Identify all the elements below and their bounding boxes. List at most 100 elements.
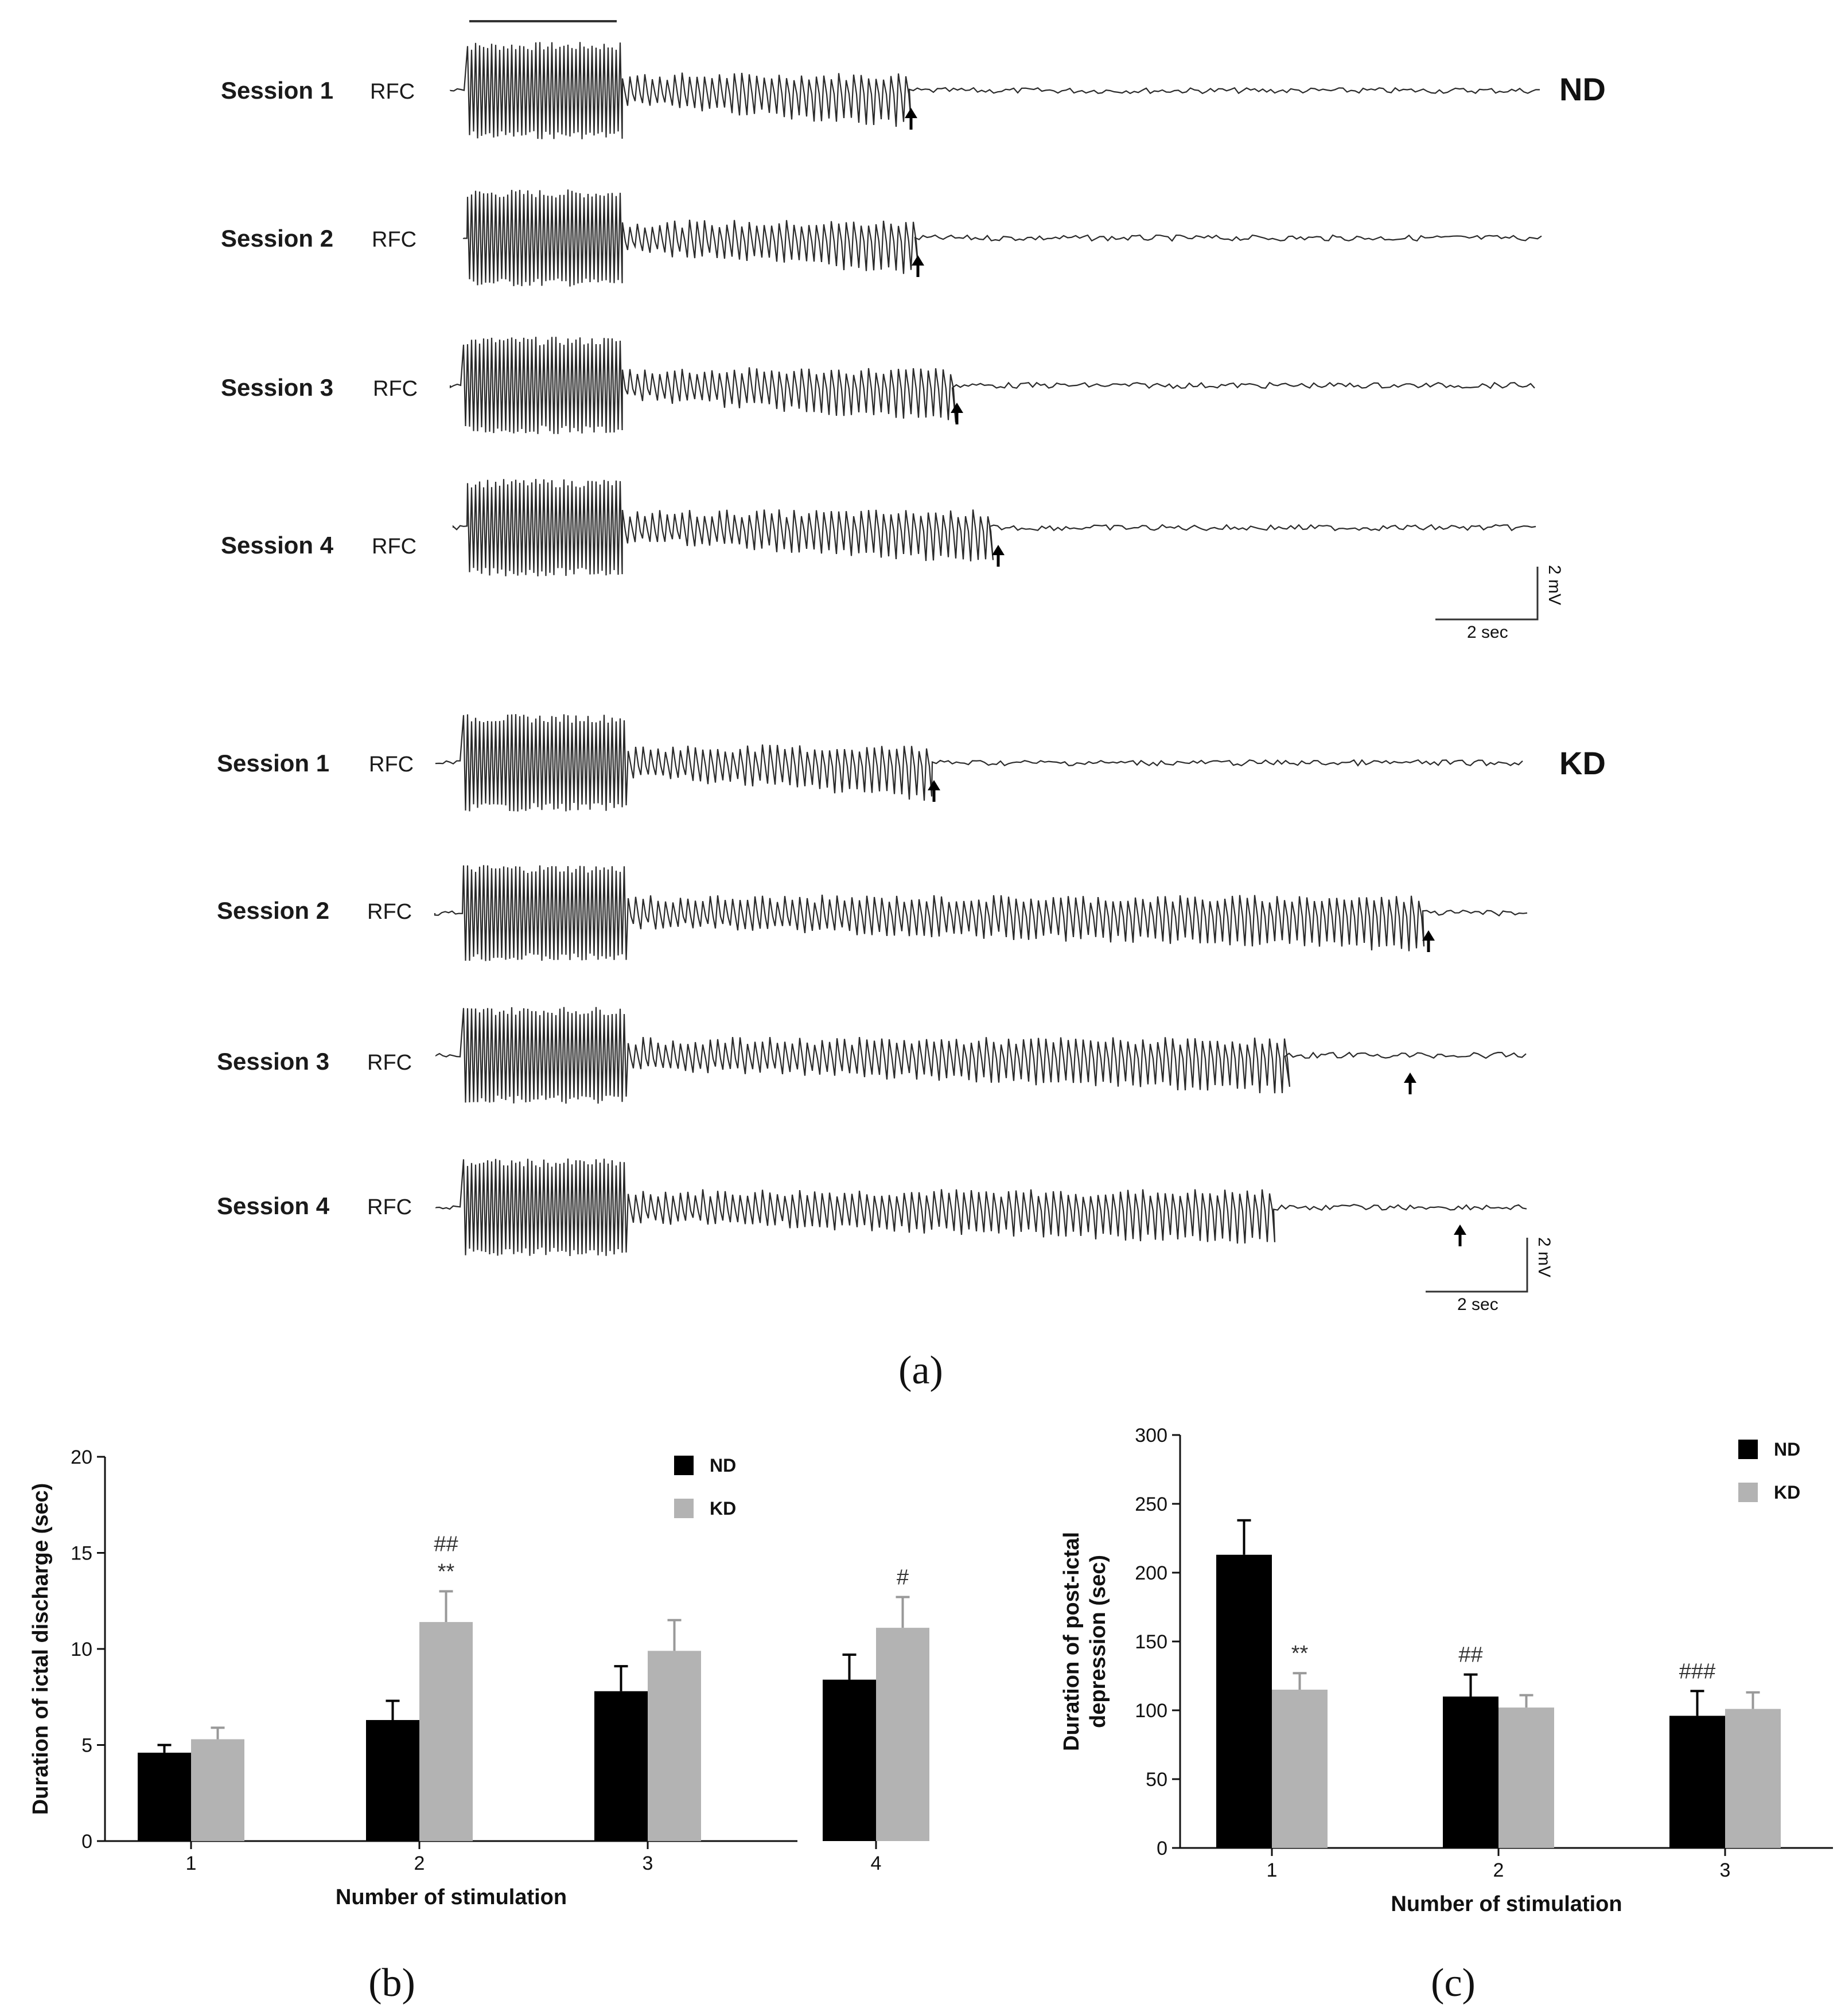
eeg-trace: [435, 714, 1523, 812]
nd-scale-voltage: 2 mV: [1545, 565, 1564, 605]
trace-layer: [434, 42, 1542, 1256]
bar-nd: [138, 1752, 191, 1841]
eeg-trace: [435, 1007, 1527, 1104]
bar-kd: [648, 1651, 701, 1841]
bar-kd: [191, 1739, 244, 1841]
nd-session-3-label: Session 3: [221, 374, 333, 401]
panel-label: (c): [1431, 1961, 1476, 2005]
discharge-end-arrow: [912, 255, 924, 277]
bar-kd: [1272, 1690, 1328, 1848]
nd-scale-time: 2 sec: [1467, 623, 1508, 642]
discharge-end-arrow: [1454, 1225, 1466, 1246]
kd-session-1-label: Session 1: [217, 750, 329, 777]
bar-nd: [1669, 1715, 1725, 1848]
discharge-end-arrow: [951, 403, 963, 424]
kd-session-2-label: Session 2: [217, 897, 329, 924]
eeg-trace: [449, 337, 1535, 434]
kd-session-4-channel: RFC: [367, 1195, 412, 1219]
bar-kd: [1725, 1709, 1781, 1848]
legend-label-nd: ND: [1774, 1439, 1800, 1460]
y-tick-label: 300: [1135, 1425, 1167, 1446]
x-tick-label: 1: [186, 1853, 197, 1874]
kd-group-label: KD: [1559, 745, 1606, 781]
kd-session-4-label: Session 4: [217, 1192, 330, 1219]
nd-session-2-channel: RFC: [372, 228, 417, 252]
bar-kd: [876, 1628, 929, 1841]
bar-kd: [419, 1622, 473, 1841]
kd-session-3-channel: RFC: [367, 1051, 412, 1075]
kd-session-1-channel: RFC: [369, 752, 414, 777]
legend-swatch-nd: [674, 1456, 694, 1475]
y-tick-label: 200: [1135, 1562, 1167, 1584]
x-tick-label: 3: [643, 1853, 653, 1874]
significance-annotation: #: [897, 1566, 909, 1590]
y-axis-title: Duration of post-ictal: [1060, 1532, 1084, 1751]
legend-label-kd: KD: [710, 1498, 736, 1519]
significance-annotation: ##: [1458, 1643, 1482, 1667]
significance-annotation: **: [438, 1560, 455, 1584]
eeg-trace: [435, 1159, 1527, 1256]
y-axis-title: Duration of ictal discharge (sec): [29, 1483, 53, 1815]
y-tick-label: 0: [1157, 1838, 1167, 1859]
y-tick-label: 0: [81, 1831, 92, 1853]
panel-label: (b): [368, 1961, 415, 2005]
x-tick-label: 1: [1267, 1859, 1278, 1881]
eeg-trace: [449, 42, 1540, 139]
discharge-end-arrow: [928, 780, 940, 802]
kd-scale-bar: [1426, 1238, 1528, 1293]
y-tick-label: 10: [71, 1639, 92, 1660]
nd-session-1-label: Session 1: [221, 77, 333, 104]
x-tick-label: 2: [1493, 1859, 1504, 1881]
discharge-end-arrow: [905, 108, 917, 130]
nd-session-2-label: Session 2: [221, 225, 333, 252]
kd-session-2-channel: RFC: [367, 900, 412, 924]
panel-a-label: (a): [898, 1348, 943, 1393]
legend-swatch-kd: [1738, 1483, 1758, 1502]
nd-scale-bar: [1435, 567, 1539, 621]
legend-swatch-nd: [1738, 1440, 1758, 1459]
legend-label-nd: ND: [710, 1455, 736, 1476]
bar-nd: [594, 1691, 648, 1841]
kd-session-3-label: Session 3: [217, 1048, 329, 1075]
eeg-trace: [452, 479, 1536, 576]
y-tick-label: 100: [1135, 1700, 1167, 1722]
y-tick-label: 50: [1146, 1769, 1167, 1791]
eeg-trace: [462, 189, 1542, 287]
x-tick-label: 4: [871, 1853, 882, 1874]
eeg-trace: [434, 865, 1528, 961]
bar-nd: [366, 1719, 419, 1841]
y-tick-label: 20: [71, 1446, 92, 1468]
bar-kd: [1498, 1707, 1554, 1848]
kd-scale-voltage: 2 mV: [1535, 1237, 1554, 1277]
kd-scale-time: 2 sec: [1457, 1295, 1498, 1314]
nd-session-4-channel: RFC: [372, 535, 417, 559]
x-axis-title: Number of stimulation: [1391, 1892, 1622, 1916]
y-tick-label: 250: [1135, 1494, 1167, 1515]
y-axis-title: depression (sec): [1086, 1555, 1110, 1728]
bar-nd: [1216, 1554, 1272, 1848]
legend-swatch-kd: [674, 1499, 694, 1518]
discharge-end-arrow: [992, 545, 1005, 567]
nd-group-label: ND: [1559, 71, 1606, 107]
y-tick-label: 5: [81, 1735, 92, 1757]
panel-a-eeg-traces: Session 1 RFC Session 2 RFC Session 3 RF…: [217, 20, 1606, 1393]
significance-annotation: ##: [434, 1533, 458, 1557]
x-axis-title: Number of stimulation: [336, 1885, 567, 1909]
discharge-end-arrow: [1404, 1073, 1416, 1094]
legend-label-kd: KD: [1774, 1482, 1800, 1503]
nd-session-4-label: Session 4: [221, 532, 334, 559]
nd-session-1-channel: RFC: [370, 80, 415, 104]
discharge-end-arrow: [1422, 930, 1435, 952]
x-tick-label: 2: [414, 1853, 425, 1874]
bar-nd: [823, 1679, 876, 1841]
bar-nd: [1443, 1697, 1498, 1848]
y-tick-label: 15: [71, 1543, 92, 1565]
significance-annotation: **: [1291, 1641, 1309, 1666]
significance-annotation: ###: [1679, 1659, 1715, 1683]
nd-session-3-channel: RFC: [373, 377, 418, 401]
y-tick-label: 150: [1135, 1631, 1167, 1653]
x-tick-label: 3: [1720, 1859, 1731, 1881]
panel-b-ictal-discharge-chart: 0 5 10 15 20 1 2 3 4 ## ** # ND KD Number of stimulati…: [29, 1446, 929, 2005]
panel-c-postictal-depression-chart: 0501001502002503001234**########NDKDNumb…: [1060, 1425, 1833, 2005]
